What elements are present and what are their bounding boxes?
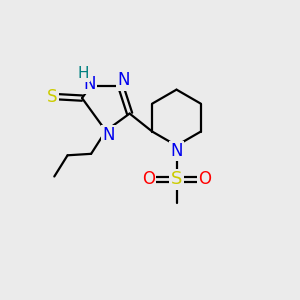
Text: N: N bbox=[170, 142, 183, 160]
Text: O: O bbox=[142, 170, 155, 188]
Text: H: H bbox=[77, 66, 88, 81]
Text: N: N bbox=[83, 75, 96, 93]
Text: O: O bbox=[198, 170, 211, 188]
Text: N: N bbox=[118, 71, 130, 89]
Text: S: S bbox=[47, 88, 58, 106]
Text: N: N bbox=[102, 126, 114, 144]
Text: S: S bbox=[171, 170, 182, 188]
